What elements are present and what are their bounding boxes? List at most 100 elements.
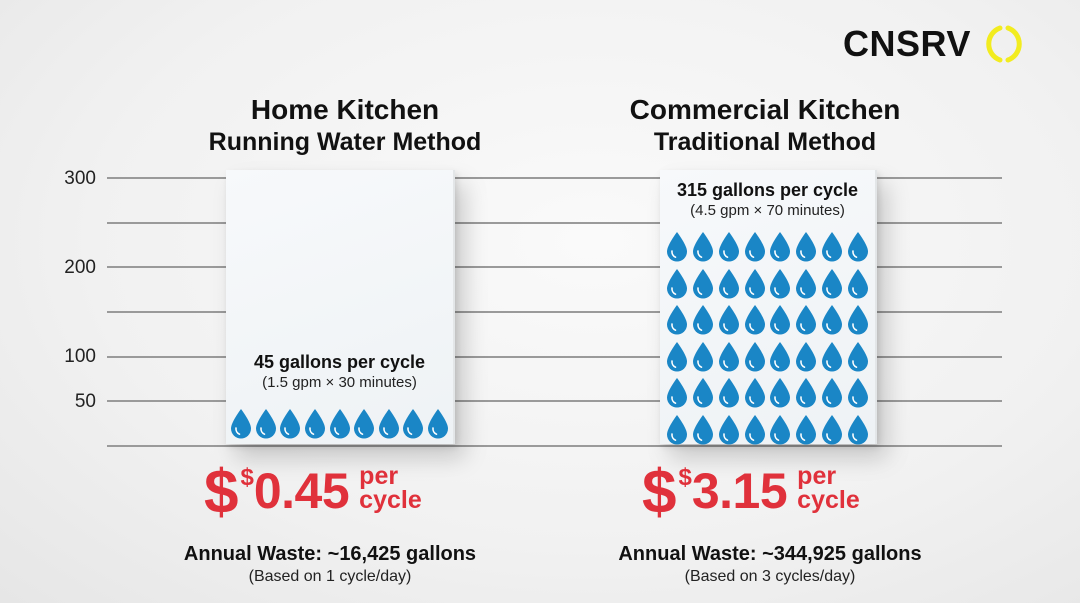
water-drop-icon bbox=[768, 304, 792, 335]
water-drop-icon bbox=[691, 231, 715, 262]
water-drop-icon bbox=[665, 231, 689, 262]
commercial-price-unit-cycle: cycle bbox=[797, 486, 860, 514]
home-price-unit: per cycle bbox=[359, 462, 422, 514]
water-drop-icon bbox=[846, 414, 870, 445]
commercial-kitchen-card: 315 gallons per cycle (4.5 gpm × 70 minu… bbox=[660, 170, 877, 445]
gridline-50 bbox=[107, 400, 1002, 402]
water-drop-icon bbox=[426, 408, 450, 439]
water-drop-icon bbox=[820, 231, 844, 262]
water-drop-icon bbox=[768, 414, 792, 445]
water-drop-icon bbox=[377, 408, 401, 439]
water-drop-icon bbox=[743, 414, 767, 445]
y-tick-50: 50 bbox=[74, 391, 96, 412]
water-drop-icon bbox=[794, 304, 818, 335]
water-drop-icon bbox=[665, 341, 689, 372]
water-drop-icon bbox=[768, 268, 792, 299]
commercial-annual-basis: (Based on 3 cycles/day) bbox=[684, 568, 856, 585]
home-drop-grid bbox=[230, 408, 449, 439]
home-annual-waste-value: Annual Waste: ~16,425 gallons bbox=[183, 543, 477, 565]
water-drop-icon bbox=[665, 268, 689, 299]
water-drop-icon bbox=[328, 408, 352, 439]
yellow-ring-icon bbox=[983, 24, 1025, 64]
commercial-title-line2: Traditional Method bbox=[653, 127, 877, 156]
water-drop-icon bbox=[794, 377, 818, 408]
water-drop-icon bbox=[820, 268, 844, 299]
commercial-kitchen-title: Commercial Kitchen Traditional Method bbox=[590, 93, 940, 157]
water-drop-icon bbox=[768, 231, 792, 262]
gridline-150 bbox=[107, 311, 1002, 313]
home-price-value: 0.45 bbox=[253, 463, 350, 519]
commercial-gallons-label: 315 gallons per cycle bbox=[676, 180, 859, 200]
water-drop-icon bbox=[794, 341, 818, 372]
commercial-title-line1: Commercial Kitchen bbox=[629, 94, 901, 125]
water-drop-icon bbox=[691, 341, 715, 372]
y-tick-300: 300 bbox=[64, 168, 96, 189]
gridline-250 bbox=[107, 222, 1002, 224]
gridline-baseline bbox=[107, 445, 1002, 447]
water-drop-icon bbox=[717, 268, 741, 299]
water-drop-icon bbox=[743, 268, 767, 299]
commercial-formula: (4.5 gpm × 70 minutes) bbox=[690, 201, 845, 219]
commercial-price: $ $ 3.15 per cycle bbox=[642, 462, 860, 524]
home-gallons-label: 45 gallons per cycle bbox=[253, 352, 426, 372]
water-drop-icon bbox=[820, 377, 844, 408]
water-drop-icon bbox=[846, 377, 870, 408]
home-title-line2: Running Water Method bbox=[208, 127, 482, 156]
water-drop-icon bbox=[794, 231, 818, 262]
home-caption: 45 gallons per cycle (1.5 gpm × 30 minut… bbox=[226, 352, 453, 392]
water-drop-icon bbox=[820, 304, 844, 335]
water-drop-icon bbox=[229, 408, 253, 439]
gridline-200 bbox=[107, 266, 1002, 268]
water-drop-icon bbox=[303, 408, 327, 439]
home-annual-waste: Annual Waste: ~16,425 gallons (Based on … bbox=[160, 542, 500, 588]
home-annual-basis: (Based on 1 cycle/day) bbox=[248, 568, 412, 585]
water-drop-icon bbox=[743, 377, 767, 408]
water-drop-icon bbox=[717, 231, 741, 262]
y-tick-100: 100 bbox=[64, 346, 96, 367]
water-drop-icon bbox=[665, 304, 689, 335]
home-price-unit-cycle: cycle bbox=[359, 486, 422, 514]
water-drop-icon bbox=[846, 268, 870, 299]
water-drop-icon bbox=[717, 304, 741, 335]
home-price: $ $ 0.45 per cycle bbox=[204, 462, 422, 524]
y-tick-200: 200 bbox=[64, 257, 96, 278]
water-drop-icon bbox=[768, 341, 792, 372]
water-drop-icon bbox=[743, 341, 767, 372]
dollar-sign-icon: $ bbox=[642, 458, 677, 527]
water-drop-icon bbox=[820, 341, 844, 372]
commercial-annual-waste: Annual Waste: ~344,925 gallons (Based on… bbox=[590, 542, 950, 588]
home-kitchen-title: Home Kitchen Running Water Method bbox=[180, 93, 510, 157]
dollar-sign-icon: $ bbox=[204, 458, 239, 527]
commercial-drop-grid bbox=[662, 231, 873, 445]
water-drop-icon bbox=[254, 408, 278, 439]
water-drop-icon bbox=[794, 268, 818, 299]
water-drop-icon bbox=[846, 304, 870, 335]
home-price-unit-per: per bbox=[359, 462, 399, 490]
commercial-caption: 315 gallons per cycle (4.5 gpm × 70 minu… bbox=[660, 180, 875, 220]
water-drop-icon bbox=[691, 414, 715, 445]
water-drop-icon bbox=[717, 414, 741, 445]
water-drop-icon bbox=[717, 377, 741, 408]
commercial-price-currency: $ bbox=[678, 464, 692, 491]
water-drop-icon bbox=[846, 341, 870, 372]
water-drop-icon bbox=[794, 414, 818, 445]
water-drop-icon bbox=[401, 408, 425, 439]
brand-logo: CNSRV bbox=[843, 24, 1025, 64]
home-title-line1: Home Kitchen bbox=[250, 94, 440, 125]
commercial-price-unit: per cycle bbox=[797, 462, 860, 514]
gridline-100 bbox=[107, 356, 1002, 358]
water-drop-icon bbox=[846, 231, 870, 262]
water-drop-icon bbox=[691, 377, 715, 408]
brand-name: CNSRV bbox=[843, 23, 971, 64]
home-kitchen-card: 45 gallons per cycle (1.5 gpm × 30 minut… bbox=[226, 170, 455, 444]
home-price-currency: $ bbox=[240, 464, 254, 491]
water-drop-icon bbox=[717, 341, 741, 372]
water-drop-icon bbox=[665, 377, 689, 408]
water-drop-icon bbox=[768, 377, 792, 408]
water-drop-icon bbox=[743, 304, 767, 335]
commercial-price-unit-per: per bbox=[797, 462, 837, 490]
water-drop-icon bbox=[665, 414, 689, 445]
water-drop-icon bbox=[691, 268, 715, 299]
water-drop-icon bbox=[278, 408, 302, 439]
commercial-price-value: 3.15 bbox=[691, 463, 788, 519]
